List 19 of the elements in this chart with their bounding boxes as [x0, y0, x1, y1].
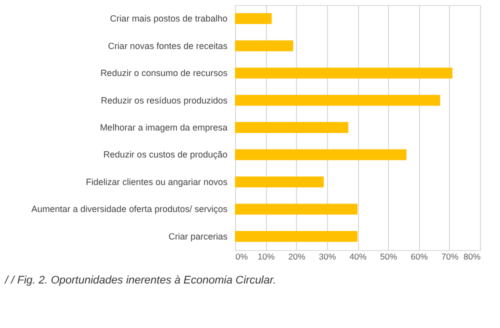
x-tick-label: 70% — [441, 252, 459, 262]
y-tick-label: Criar novas fontes de receitas — [108, 40, 228, 51]
text: / / Fig. 2. Oportunidades inerentes à Economia Circular. — [4, 274, 276, 286]
x-tick-label: 50% — [380, 252, 398, 262]
x-tick-label: 80% — [463, 252, 481, 262]
y-tick-label: Reduzir os resíduos produzidos — [100, 95, 228, 106]
y-tick-label: Melhorar a imagem da empresa — [100, 122, 228, 132]
y-tick-label: Reduzir o consumo de recursos — [100, 68, 228, 78]
x-tick-label: 10% — [258, 252, 276, 262]
x-tick-label: 0% — [236, 252, 248, 262]
x-tick-label: 60% — [410, 252, 428, 262]
y-tick-label: Criar parcerias — [168, 231, 228, 242]
x-tick-label: 40% — [349, 252, 367, 262]
x-tick-label: 20% — [288, 252, 306, 262]
y-tick-label: Fidelizar clientes ou angariar novos — [86, 176, 228, 187]
x-tick-label: 30% — [318, 252, 336, 262]
y-tick-label: Criar mais postos de trabalho — [110, 14, 228, 24]
y-tick-label: Reduzir os custos de produção — [103, 150, 228, 160]
y-tick-label: Aumentar a diversidade oferta produtos/ serviços — [31, 204, 228, 214]
